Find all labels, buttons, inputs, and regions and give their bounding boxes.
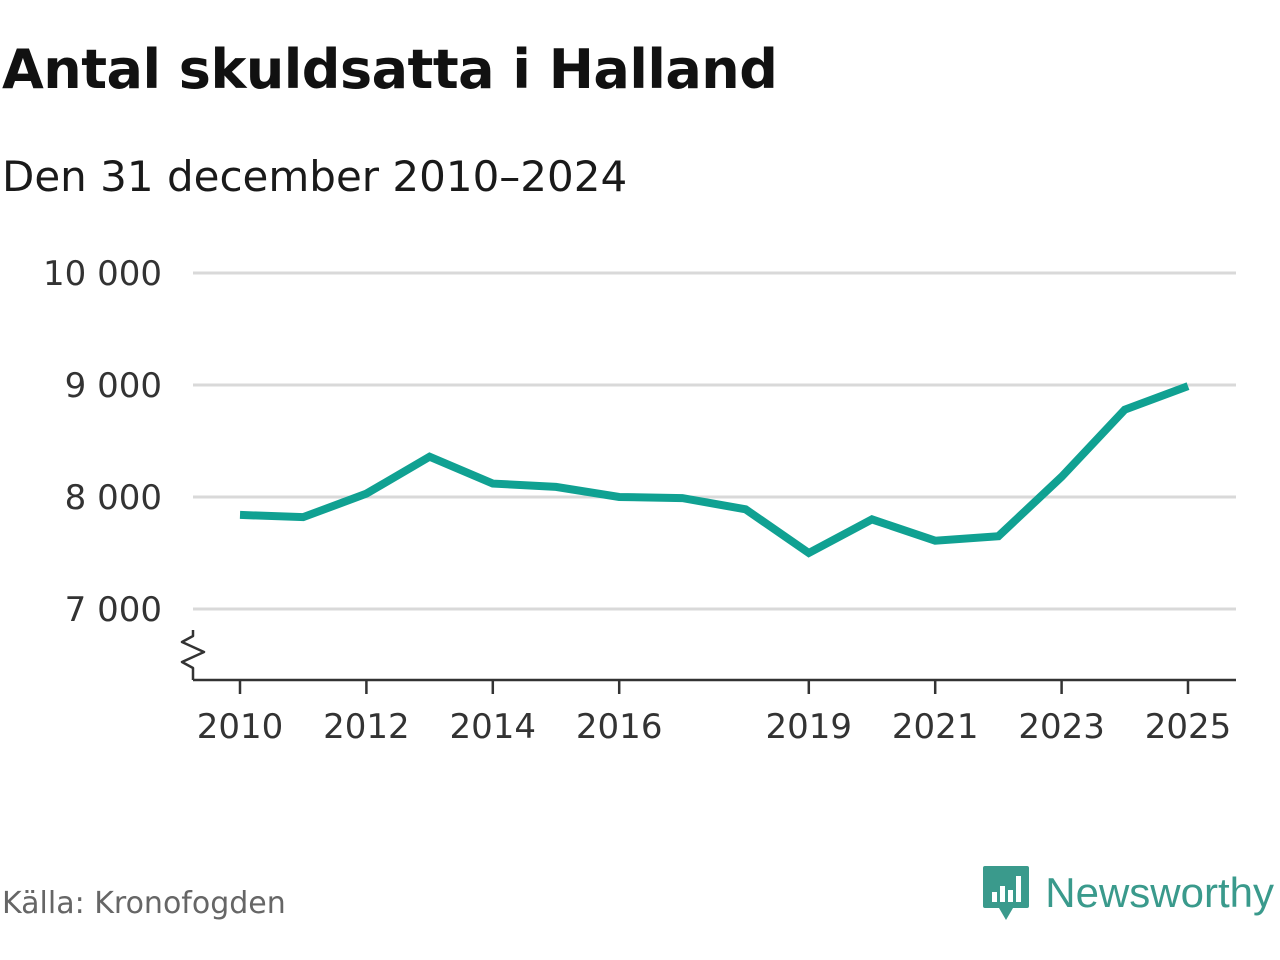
series-lines (236, 382, 1192, 558)
data-point-2022[interactable] (994, 532, 1002, 540)
newsworthy-logo-icon (983, 866, 1030, 920)
x-tick-label: 2025 (1145, 707, 1232, 747)
data-point-2015[interactable] (552, 483, 560, 491)
x-tick-label: 2016 (576, 707, 663, 747)
y-axis-break-icon (180, 630, 206, 680)
data-point-2018[interactable] (742, 505, 750, 513)
data-point-2010[interactable] (236, 511, 244, 519)
x-axis-ticks: 2010 2012 2014 2016 2019 2021 2023 2025 (197, 680, 1232, 747)
brand-name: Newsworthy (1045, 869, 1274, 916)
x-tick-label: 2012 (323, 707, 410, 747)
data-point-2023[interactable] (1058, 473, 1066, 481)
series-line-0 (239, 382, 1190, 558)
source-note: Källa: Kronofogden (2, 886, 286, 921)
data-point-2017[interactable] (678, 494, 686, 502)
x-tick-label: 2021 (892, 707, 979, 747)
y-tick-label: 8 000 (65, 478, 162, 518)
y-tick-label: 10 000 (43, 254, 162, 294)
data-point-2019[interactable] (805, 549, 813, 557)
x-tick-label: 2023 (1018, 707, 1105, 747)
data-point-2025[interactable] (1184, 382, 1192, 390)
data-point-2012[interactable] (362, 490, 370, 498)
chart-title: Antal skuldsatta i Halland (2, 38, 778, 101)
y-axis-tick-labels: 7 000 8 000 9 000 10 000 (43, 254, 162, 630)
chart-subtitle: Den 31 december 2010–2024 (2, 152, 628, 201)
x-tick-label: 2014 (450, 707, 537, 747)
gridlines (193, 271, 1236, 611)
data-point-2014[interactable] (489, 480, 497, 488)
y-tick-label: 7 000 (65, 590, 162, 630)
data-point-2016[interactable] (615, 493, 623, 501)
data-point-2024[interactable] (1121, 406, 1129, 414)
brand-logo[interactable]: Newsworthy (981, 864, 1274, 922)
data-point-2021[interactable] (931, 537, 939, 545)
x-tick-label: 2019 (766, 707, 853, 747)
data-point-2020[interactable] (868, 515, 876, 523)
x-tick-label: 2010 (197, 707, 284, 747)
data-point-2013[interactable] (426, 453, 434, 461)
y-tick-label: 9 000 (65, 366, 162, 406)
x-axis (180, 630, 1236, 682)
data-point-2011[interactable] (299, 513, 307, 521)
